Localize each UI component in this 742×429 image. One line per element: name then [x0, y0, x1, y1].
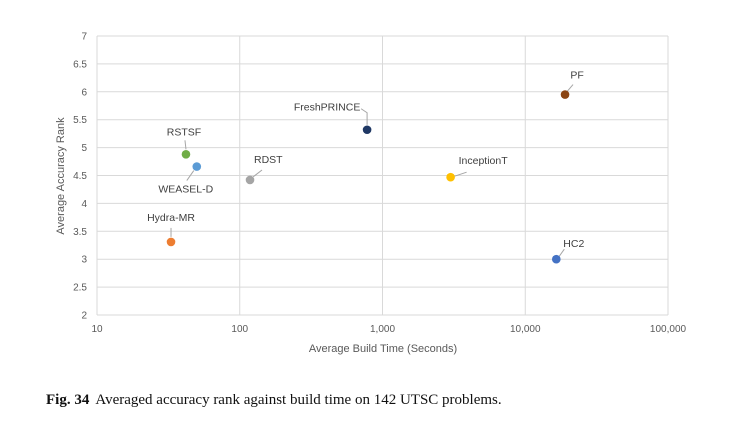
y-tick-label: 5 [81, 143, 87, 154]
leader-line [566, 84, 574, 92]
data-point-hc2 [551, 254, 561, 264]
x-tick-label: 100 [231, 324, 248, 335]
y-tick-label: 2.5 [73, 283, 87, 294]
caption-label: Fig. 34 [46, 392, 90, 408]
y-tick-label: 3 [81, 255, 87, 266]
data-point-rdst [245, 175, 255, 185]
leader-line [558, 248, 565, 257]
y-tick-label: 7 [81, 32, 87, 43]
leader-line [186, 170, 195, 181]
point-label: PF [570, 70, 583, 82]
data-point-freshprince [362, 125, 372, 135]
point-label: RDST [254, 154, 283, 166]
x-tick-label: 1,000 [370, 324, 395, 335]
x-axis-ticks: 10 100 1,000 10,000 100,000 [91, 324, 686, 335]
leader-line [184, 140, 187, 150]
y-axis-title: Average Accuracy Rank [55, 117, 67, 235]
point-label: RSTSF [167, 126, 201, 138]
leader-line [252, 169, 263, 178]
y-tick-label: 4.5 [73, 171, 87, 182]
y-tick-label: 5.5 [73, 115, 87, 126]
y-tick-label: 4 [81, 199, 87, 210]
leader-line [454, 171, 467, 177]
point-labels: PF FreshPRINCE RSTSF WEASEL-D InceptionT RDST… [147, 70, 584, 251]
point-label: InceptionT [459, 155, 509, 167]
y-tick-label: 6.5 [73, 59, 87, 70]
y-axis-ticks: 2 2.5 3 3.5 4 4.5 5 5.5 6 6.5 7 [73, 32, 87, 322]
y-tick-label: 3.5 [73, 227, 87, 238]
data-point-hydra-mr [166, 237, 176, 247]
point-label: FreshPRINCE [294, 102, 361, 114]
point-label: HC2 [563, 238, 584, 250]
x-axis-title: Average Build Time (Seconds) [309, 343, 457, 355]
label-leader-lines [170, 84, 574, 257]
figure-caption: Fig. 34 Averaged accuracy rank against bu… [46, 392, 502, 409]
leader-line [360, 108, 368, 125]
x-tick-label: 10,000 [510, 324, 541, 335]
data-points [166, 90, 570, 264]
data-point-rstsf [181, 149, 191, 159]
x-tick-label: 10 [91, 324, 103, 335]
point-label: Hydra-MR [147, 212, 195, 224]
x-tick-label: 100,000 [650, 324, 687, 335]
data-point-pf [560, 90, 570, 99]
y-tick-label: 2 [81, 311, 87, 322]
grid-lines [96, 35, 669, 316]
caption-text: Averaged accuracy rank against build tim… [95, 392, 502, 408]
point-label: WEASEL-D [158, 184, 213, 196]
data-point-inceptiont [446, 172, 455, 182]
scatter-chart: 22.533.544.555.566.57 10 100 1,000 10,000 10… [55, 32, 687, 356]
data-point-weasel-d [192, 162, 202, 171]
y-tick-label: 6 [81, 87, 87, 98]
